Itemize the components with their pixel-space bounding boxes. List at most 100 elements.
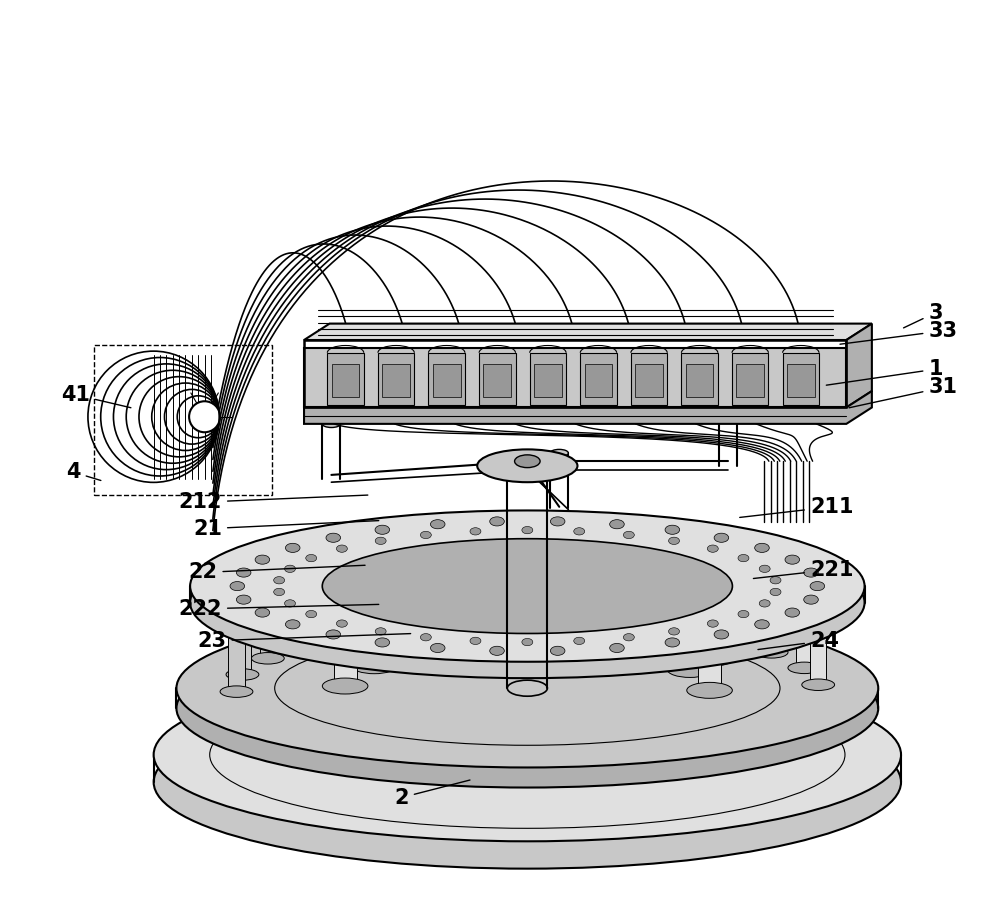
Ellipse shape — [274, 577, 285, 584]
Bar — [679, 633, 701, 669]
Ellipse shape — [550, 517, 565, 526]
Bar — [681, 353, 718, 404]
Ellipse shape — [574, 637, 585, 645]
Ellipse shape — [422, 644, 467, 659]
Ellipse shape — [610, 644, 624, 653]
Bar — [635, 364, 663, 397]
Ellipse shape — [788, 662, 821, 674]
Ellipse shape — [345, 608, 404, 633]
Ellipse shape — [154, 668, 901, 841]
Ellipse shape — [220, 686, 253, 697]
Ellipse shape — [421, 620, 454, 631]
Ellipse shape — [706, 574, 739, 585]
Ellipse shape — [190, 511, 865, 662]
Ellipse shape — [660, 612, 720, 636]
Ellipse shape — [226, 668, 259, 680]
Ellipse shape — [375, 628, 386, 635]
Ellipse shape — [755, 620, 769, 629]
Bar — [327, 353, 364, 404]
Ellipse shape — [522, 526, 533, 534]
Ellipse shape — [623, 531, 634, 538]
Ellipse shape — [285, 543, 300, 552]
Ellipse shape — [352, 657, 397, 674]
Ellipse shape — [470, 527, 481, 535]
Bar — [783, 353, 819, 404]
Bar — [763, 591, 780, 652]
Ellipse shape — [236, 568, 251, 577]
Ellipse shape — [285, 620, 300, 629]
Ellipse shape — [220, 624, 253, 635]
Text: 24: 24 — [758, 631, 839, 651]
Ellipse shape — [514, 639, 560, 655]
Bar — [94, 345, 272, 495]
Ellipse shape — [336, 620, 347, 627]
Ellipse shape — [375, 638, 390, 647]
Ellipse shape — [738, 611, 749, 618]
Ellipse shape — [316, 637, 375, 662]
Ellipse shape — [610, 520, 624, 529]
Ellipse shape — [470, 637, 481, 645]
Ellipse shape — [176, 609, 878, 768]
Bar — [736, 364, 764, 397]
Bar — [433, 364, 461, 397]
Ellipse shape — [415, 602, 474, 627]
Text: 33: 33 — [840, 321, 957, 344]
Bar — [732, 353, 768, 404]
Text: 21: 21 — [193, 519, 379, 538]
Ellipse shape — [755, 646, 788, 658]
Ellipse shape — [176, 629, 878, 788]
Polygon shape — [846, 324, 872, 407]
Ellipse shape — [226, 607, 259, 618]
Ellipse shape — [788, 601, 821, 612]
Bar — [428, 353, 465, 404]
Ellipse shape — [810, 581, 825, 591]
Bar — [303, 584, 319, 644]
Ellipse shape — [230, 581, 245, 591]
Ellipse shape — [623, 634, 634, 641]
Ellipse shape — [285, 600, 295, 607]
Text: 4: 4 — [66, 462, 101, 482]
Ellipse shape — [322, 678, 368, 694]
Polygon shape — [304, 391, 872, 424]
Ellipse shape — [345, 617, 404, 642]
Text: 211: 211 — [740, 497, 853, 517]
Text: 2: 2 — [394, 780, 470, 808]
Text: 3: 3 — [904, 303, 943, 328]
Ellipse shape — [643, 566, 676, 578]
Text: 1: 1 — [826, 359, 943, 385]
Circle shape — [190, 403, 219, 431]
Bar — [580, 568, 596, 624]
Ellipse shape — [507, 680, 547, 696]
Ellipse shape — [802, 679, 835, 691]
Ellipse shape — [515, 455, 540, 468]
Bar — [228, 630, 245, 691]
Ellipse shape — [190, 527, 865, 679]
Ellipse shape — [236, 595, 251, 604]
Ellipse shape — [574, 527, 585, 535]
Bar — [234, 613, 251, 675]
Ellipse shape — [550, 449, 568, 457]
Ellipse shape — [759, 565, 770, 572]
Ellipse shape — [154, 695, 901, 868]
Bar — [363, 629, 386, 666]
Ellipse shape — [802, 617, 835, 628]
Ellipse shape — [785, 608, 800, 617]
Ellipse shape — [604, 646, 650, 661]
Bar — [615, 617, 638, 654]
Polygon shape — [304, 324, 872, 340]
Bar — [334, 649, 357, 686]
Text: 31: 31 — [849, 378, 957, 408]
Ellipse shape — [430, 520, 445, 529]
Bar — [787, 364, 815, 397]
Bar — [429, 569, 446, 625]
Ellipse shape — [490, 517, 504, 526]
Ellipse shape — [804, 568, 818, 577]
Text: 41: 41 — [61, 385, 131, 408]
Ellipse shape — [522, 638, 533, 646]
Text: 22: 22 — [188, 562, 365, 582]
Ellipse shape — [255, 555, 270, 564]
Ellipse shape — [490, 646, 504, 656]
Ellipse shape — [667, 661, 713, 678]
Text: 212: 212 — [179, 492, 368, 513]
Bar — [382, 364, 410, 397]
